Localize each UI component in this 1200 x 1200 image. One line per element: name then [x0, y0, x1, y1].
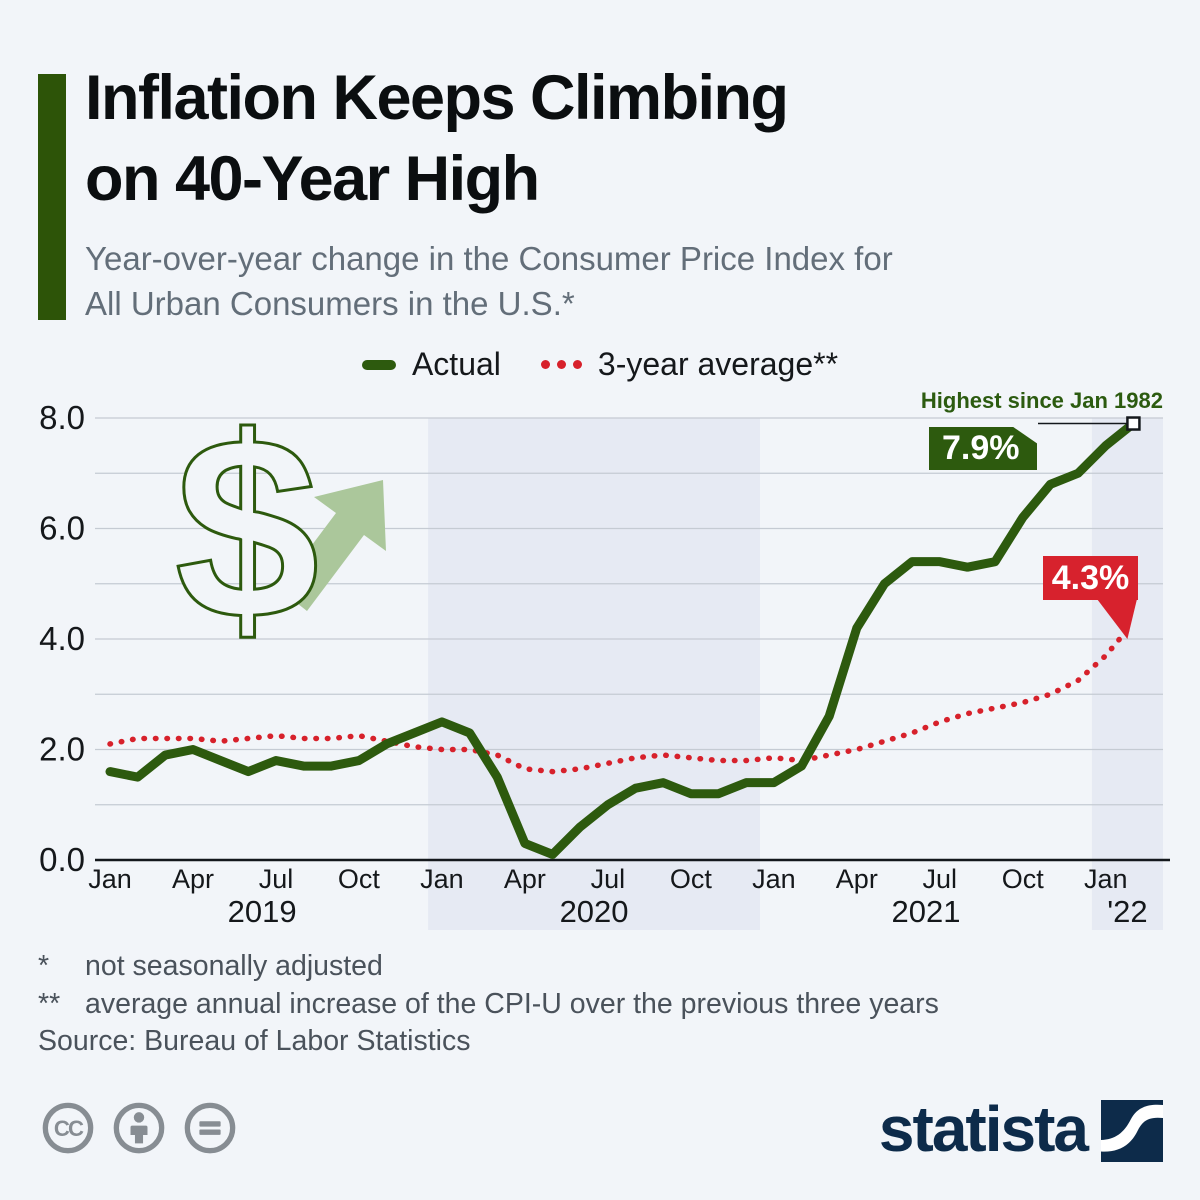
year-band-2020	[428, 418, 761, 930]
attribution-person-icon	[113, 1102, 165, 1154]
y-tick-label: 6.0	[39, 510, 85, 547]
month-label: Jul	[923, 864, 958, 894]
footnote-2-text: average annual increase of the CPI-U ove…	[85, 988, 939, 1020]
month-label: Apr	[836, 864, 878, 894]
year-label: 2021	[891, 894, 960, 929]
y-tick-label: 2.0	[39, 731, 85, 768]
year-label: 2019	[228, 894, 297, 929]
legend-label-average: 3-year average**	[597, 346, 839, 382]
statista-wordmark: statista	[878, 1093, 1089, 1165]
footnote-2-marker: **	[38, 988, 61, 1020]
month-label: Jan	[88, 864, 132, 894]
up-arrow-icon	[279, 480, 386, 611]
month-label: Jul	[591, 864, 626, 894]
month-label: Jan	[1084, 864, 1128, 894]
average-series-line	[107, 619, 1137, 775]
page-title: Inflation Keeps Climbing on 40-Year High	[85, 63, 789, 214]
month-label: Apr	[172, 864, 214, 894]
title-accent-bar	[38, 74, 66, 320]
statista-branding: statista	[879, 1096, 1163, 1162]
month-label: Jan	[752, 864, 796, 894]
dollar-sign-icon: $	[175, 384, 320, 674]
year-label: '22	[1107, 894, 1147, 929]
month-label: Apr	[504, 864, 546, 894]
footnote-1: * not seasonally adjusted	[38, 947, 939, 985]
month-label: Oct	[670, 864, 713, 894]
cc-license-icons: CC	[41, 1101, 237, 1155]
y-tick-label: 8.0	[39, 399, 85, 436]
svg-text:CC: CC	[54, 1116, 84, 1141]
month-label: Oct	[338, 864, 381, 894]
month-label: Oct	[1002, 864, 1045, 894]
y-tick-label: 4.0	[39, 620, 85, 657]
footnote-1-text: not seasonally adjusted	[85, 950, 383, 982]
footnote-2: ** average annual increase of the CPI-U …	[38, 985, 939, 1023]
actual-line-swatch	[361, 359, 396, 370]
last-point-marker	[1126, 416, 1141, 431]
average-dots-swatch	[540, 360, 582, 369]
cc-icon: CC	[42, 1102, 94, 1154]
actual-value-callout: 7.9%	[929, 427, 1037, 470]
legend-label-actual: Actual	[411, 346, 501, 382]
legend: Actual 3-year average**	[0, 346, 1200, 383]
page-subtitle: Year-over-year change in the Consumer Pr…	[85, 240, 893, 322]
month-label: Jul	[259, 864, 294, 894]
source-line: Source: Bureau of Labor Statistics	[38, 1025, 471, 1057]
no-derivatives-equals-icon	[184, 1102, 236, 1154]
y-tick-label: 0.0	[39, 841, 85, 878]
highest-since-annotation: Highest since Jan 1982	[920, 388, 1163, 413]
average-value-callout: 4.3%	[1043, 556, 1138, 600]
footnotes: * not seasonally adjusted ** average ann…	[38, 947, 939, 1023]
actual-series-line	[105, 419, 1138, 859]
year-label: 2020	[560, 894, 629, 929]
month-label: Jan	[420, 864, 464, 894]
footnote-1-marker: *	[38, 950, 50, 982]
statista-logo-icon	[1101, 1100, 1163, 1162]
year-band-22	[1091, 418, 1163, 930]
